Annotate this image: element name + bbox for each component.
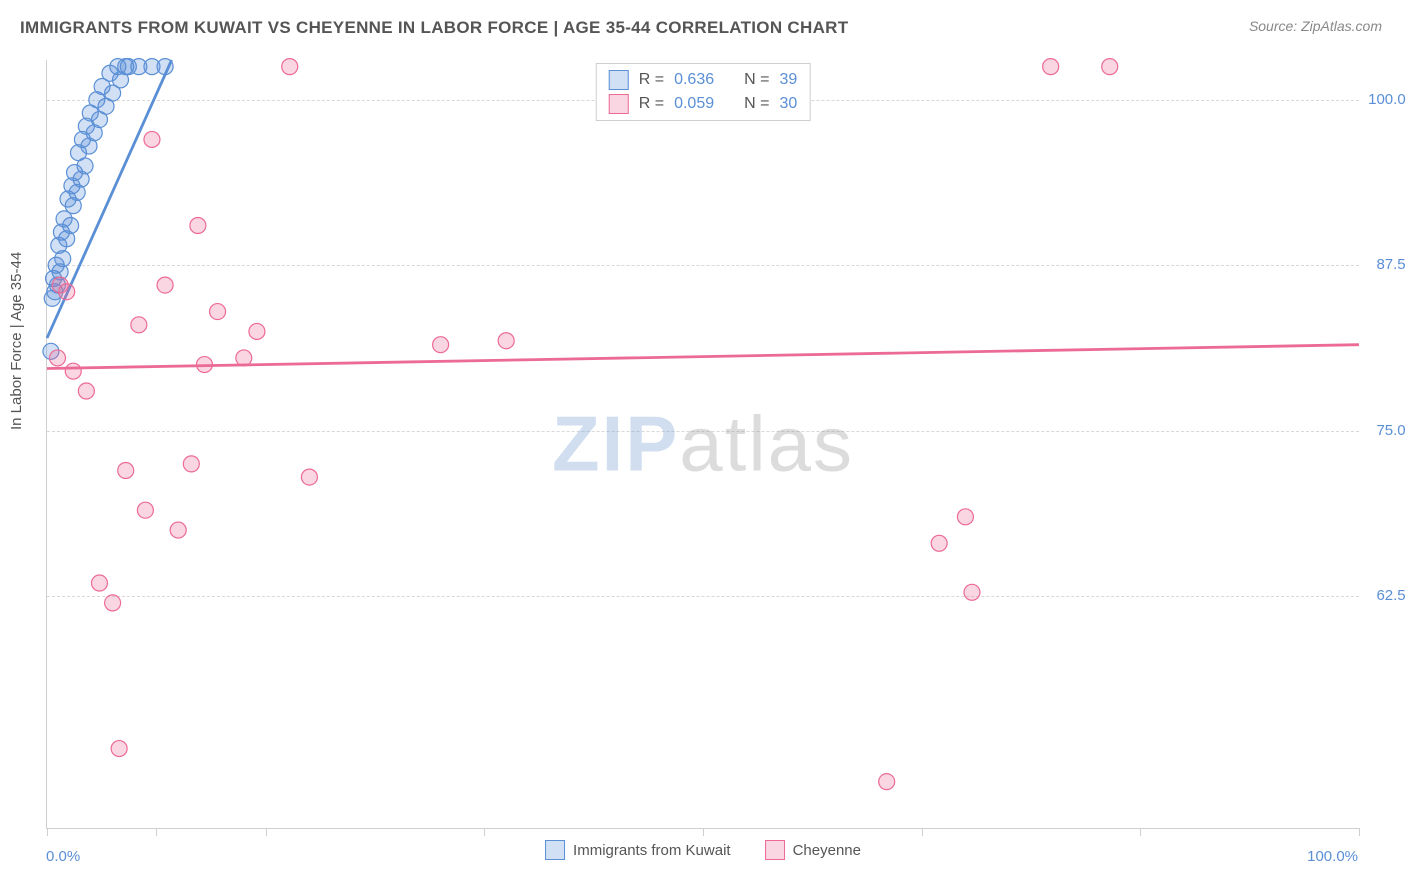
data-point [931,535,947,551]
legend-correlation: R = 0.636 N = 39 R = 0.059 N = 30 [596,63,811,121]
data-point [118,462,134,478]
data-point [91,575,107,591]
data-point [170,522,186,538]
legend-N-label: N = [744,95,769,113]
data-point [65,363,81,379]
legend-R-label: R = [639,71,664,89]
data-point [1102,59,1118,75]
x-tick [703,828,704,836]
y-tick-label: 87.5% [1363,256,1406,273]
data-point [498,333,514,349]
data-point [210,304,226,320]
data-point [957,509,973,525]
data-point [190,218,206,234]
data-point [52,277,68,293]
x-tick [1359,828,1360,836]
data-point [105,595,121,611]
data-point [144,131,160,147]
swatch-series-0-icon [545,840,565,860]
x-axis-max-label: 100.0% [1307,848,1358,865]
legend-series: Immigrants from Kuwait Cheyenne [545,840,861,860]
legend-row-series-1: R = 0.059 N = 30 [609,92,798,116]
y-tick-label: 100.0% [1363,91,1406,108]
data-point [111,741,127,757]
legend-N-value-0: 39 [779,71,797,89]
data-point [183,456,199,472]
x-tick [47,828,48,836]
x-tick [484,828,485,836]
x-tick [156,828,157,836]
plot-area: ZIPatlas R = 0.636 N = 39 R = 0.059 N = … [46,60,1359,829]
source-label: Source: ZipAtlas.com [1249,18,1382,34]
legend-N-value-1: 30 [779,95,797,113]
data-point [301,469,317,485]
data-point [282,59,298,75]
data-point [433,337,449,353]
data-point [964,584,980,600]
data-point [1043,59,1059,75]
data-point [879,774,895,790]
legend-N-label: N = [744,71,769,89]
y-axis-title: In Labor Force | Age 35-44 [8,252,25,430]
data-point [157,277,173,293]
legend-label-1: Cheyenne [793,842,861,859]
legend-R-value-1: 0.059 [674,95,714,113]
chart-title: IMMIGRANTS FROM KUWAIT VS CHEYENNE IN LA… [20,18,848,37]
legend-item-1: Cheyenne [765,840,861,860]
data-point [249,323,265,339]
x-tick [1140,828,1141,836]
data-point [78,383,94,399]
data-point [118,59,134,75]
swatch-series-0 [609,70,629,90]
legend-row-series-0: R = 0.636 N = 39 [609,68,798,92]
y-tick-label: 62.5% [1363,587,1406,604]
swatch-series-1 [609,94,629,114]
data-point [131,317,147,333]
data-point [137,502,153,518]
y-tick-label: 75.0% [1363,422,1406,439]
legend-item-0: Immigrants from Kuwait [545,840,731,860]
x-axis-min-label: 0.0% [46,848,80,865]
legend-label-0: Immigrants from Kuwait [573,842,731,859]
legend-R-value-0: 0.636 [674,71,714,89]
x-tick [922,828,923,836]
data-point [49,350,65,366]
chart-svg [47,60,1359,828]
swatch-series-1-icon [765,840,785,860]
legend-R-label: R = [639,95,664,113]
x-tick [266,828,267,836]
